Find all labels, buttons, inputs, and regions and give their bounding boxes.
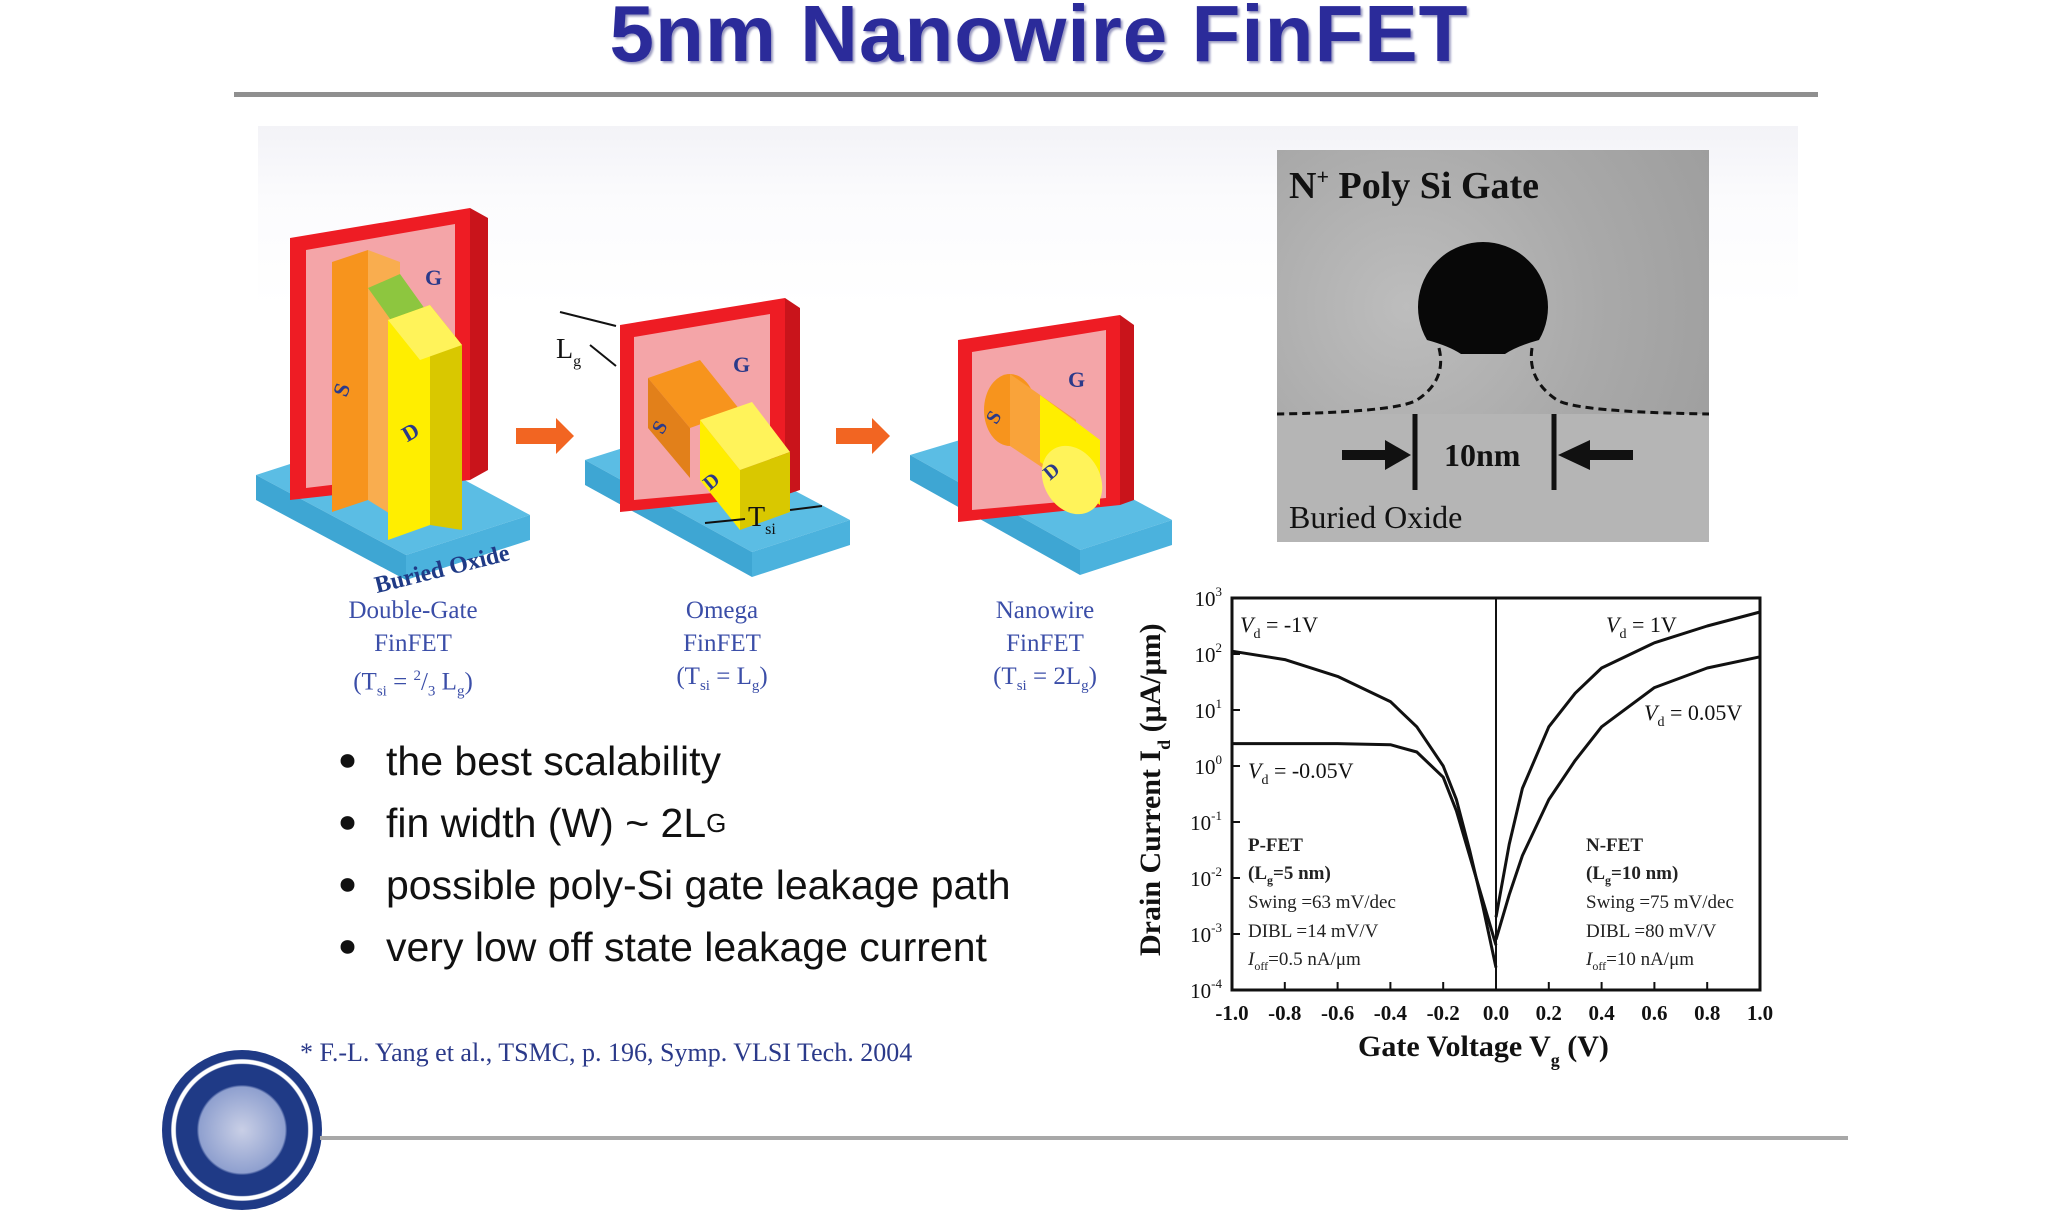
tsi-arrow-left: [704, 518, 746, 524]
university-seal-logo: [162, 1050, 322, 1210]
source-side: [648, 378, 690, 478]
citation: * F.-L. Yang et al., TSMC, p. 196, Symp.…: [300, 1038, 913, 1067]
bullet-text: the best scalability: [386, 737, 722, 784]
lg-dim-line-2: [589, 344, 617, 367]
drain-side: [740, 452, 790, 530]
slide-title: 5nm Nanowire FinFET: [609, 0, 1469, 78]
dim-arrow-right-icon: [1558, 440, 1633, 470]
caption-relation: (Tsi = 2/3 Lg): [353, 668, 473, 700]
drain-region: [388, 305, 430, 540]
x-axis-title: Gate Voltage Vg (V): [1358, 1030, 1609, 1070]
dim-arrow-left-icon: [1342, 440, 1411, 470]
gate-label: G: [1068, 367, 1085, 392]
drain-front: [700, 420, 740, 530]
caption-name: Nanowire: [995, 597, 1095, 624]
caption-relation: (Tsi = Lg): [676, 663, 768, 694]
gate-frame-side: [785, 298, 800, 495]
bullet-icon: ⏺: [340, 868, 355, 901]
tem-micrograph: 10nm Buried Oxide N+ Poly Si Gate: [1277, 150, 1709, 542]
oxide-boundary-right: [1529, 347, 1709, 416]
bullet-list: ⏺ the best scalability ⏺ fin width (W) ~ 2…: [340, 730, 1011, 978]
drain-top: [700, 402, 790, 470]
bullet-item: ⏺ fin width (W) ~ 2L G: [340, 792, 1011, 854]
footer-rule: [320, 1136, 1848, 1140]
source-region: [332, 250, 368, 512]
bullet-icon: ⏺: [340, 930, 355, 963]
bullet-item: ⏺ very low off state leakage current: [340, 916, 1011, 978]
caption-type: FinFET: [374, 630, 452, 657]
caption-nanowire: Nanowire FinFET (Tsi = 2Lg): [930, 594, 1160, 703]
caption-omega: Omega FinFET (Tsi = Lg): [607, 594, 837, 703]
caption-type: FinFET: [1006, 630, 1084, 657]
gate-blob: [1418, 242, 1548, 354]
caption-double-gate: Double-Gate FinFET (Tsi = 2/3 Lg): [298, 594, 528, 708]
bullet-item: ⏺ possible poly-Si gate leakage path: [340, 854, 1011, 916]
finfet-illustrations: G S D Buried Oxide G S D Lg Tsi: [256, 208, 1172, 599]
gate-frame-side: [1120, 315, 1134, 505]
bullet-text: possible poly-Si gate leakage path: [386, 861, 1011, 908]
gate-frame-side: [470, 208, 488, 480]
omega-finfet-figure: G S D Lg Tsi: [556, 298, 850, 577]
double-gate-finfet-figure: G S D Buried Oxide: [256, 208, 530, 599]
drain-side: [430, 305, 462, 530]
oxide-region: [1277, 414, 1709, 542]
title-underline: [234, 92, 1818, 97]
oxide-block-front: [1080, 520, 1172, 575]
oxide-block-side: [256, 475, 406, 580]
source-region: [648, 360, 740, 428]
nanowire-finfet-figure: G S D: [910, 315, 1172, 575]
oxide-boundary-left: [1277, 347, 1443, 416]
progression-arrow-1: [516, 418, 574, 454]
dimension-label: 10nm: [1444, 437, 1521, 473]
tem-oxide-label: Buried Oxide: [1289, 499, 1462, 535]
lg-dim-line: [559, 311, 617, 327]
gate-label: G: [733, 352, 750, 377]
drain-top: [388, 305, 462, 360]
tsi-arrow-right: [789, 505, 823, 511]
bullet-text: very low off state leakage current: [386, 923, 987, 970]
caption-relation: (Tsi = 2Lg): [993, 663, 1097, 694]
gate-label: G: [425, 265, 442, 290]
bullet-icon: ⏺: [340, 806, 355, 839]
progression-arrow-2: [836, 418, 890, 454]
bullet-text: fin width (W) ~ 2L: [386, 799, 707, 846]
caption-type: FinFET: [683, 630, 761, 657]
oxide-block-front: [406, 515, 530, 580]
drain-wire-end: [1041, 445, 1103, 515]
tem-gate-label: N+ Poly Si Gate: [1289, 164, 1539, 207]
oxide-block-front: [752, 520, 850, 577]
tem-drawing: 10nm Buried Oxide N+ Poly Si Gate: [1277, 164, 1709, 542]
bullet-icon: ⏺: [340, 744, 355, 777]
caption-name: Omega: [685, 597, 759, 624]
bullet-subscript: G: [706, 807, 727, 838]
bullet-item: ⏺ the best scalability: [340, 730, 1011, 792]
caption-name: Double-Gate: [348, 597, 478, 624]
lg-label: Lg: [556, 334, 581, 370]
tsi-label: Tsi: [748, 502, 776, 538]
